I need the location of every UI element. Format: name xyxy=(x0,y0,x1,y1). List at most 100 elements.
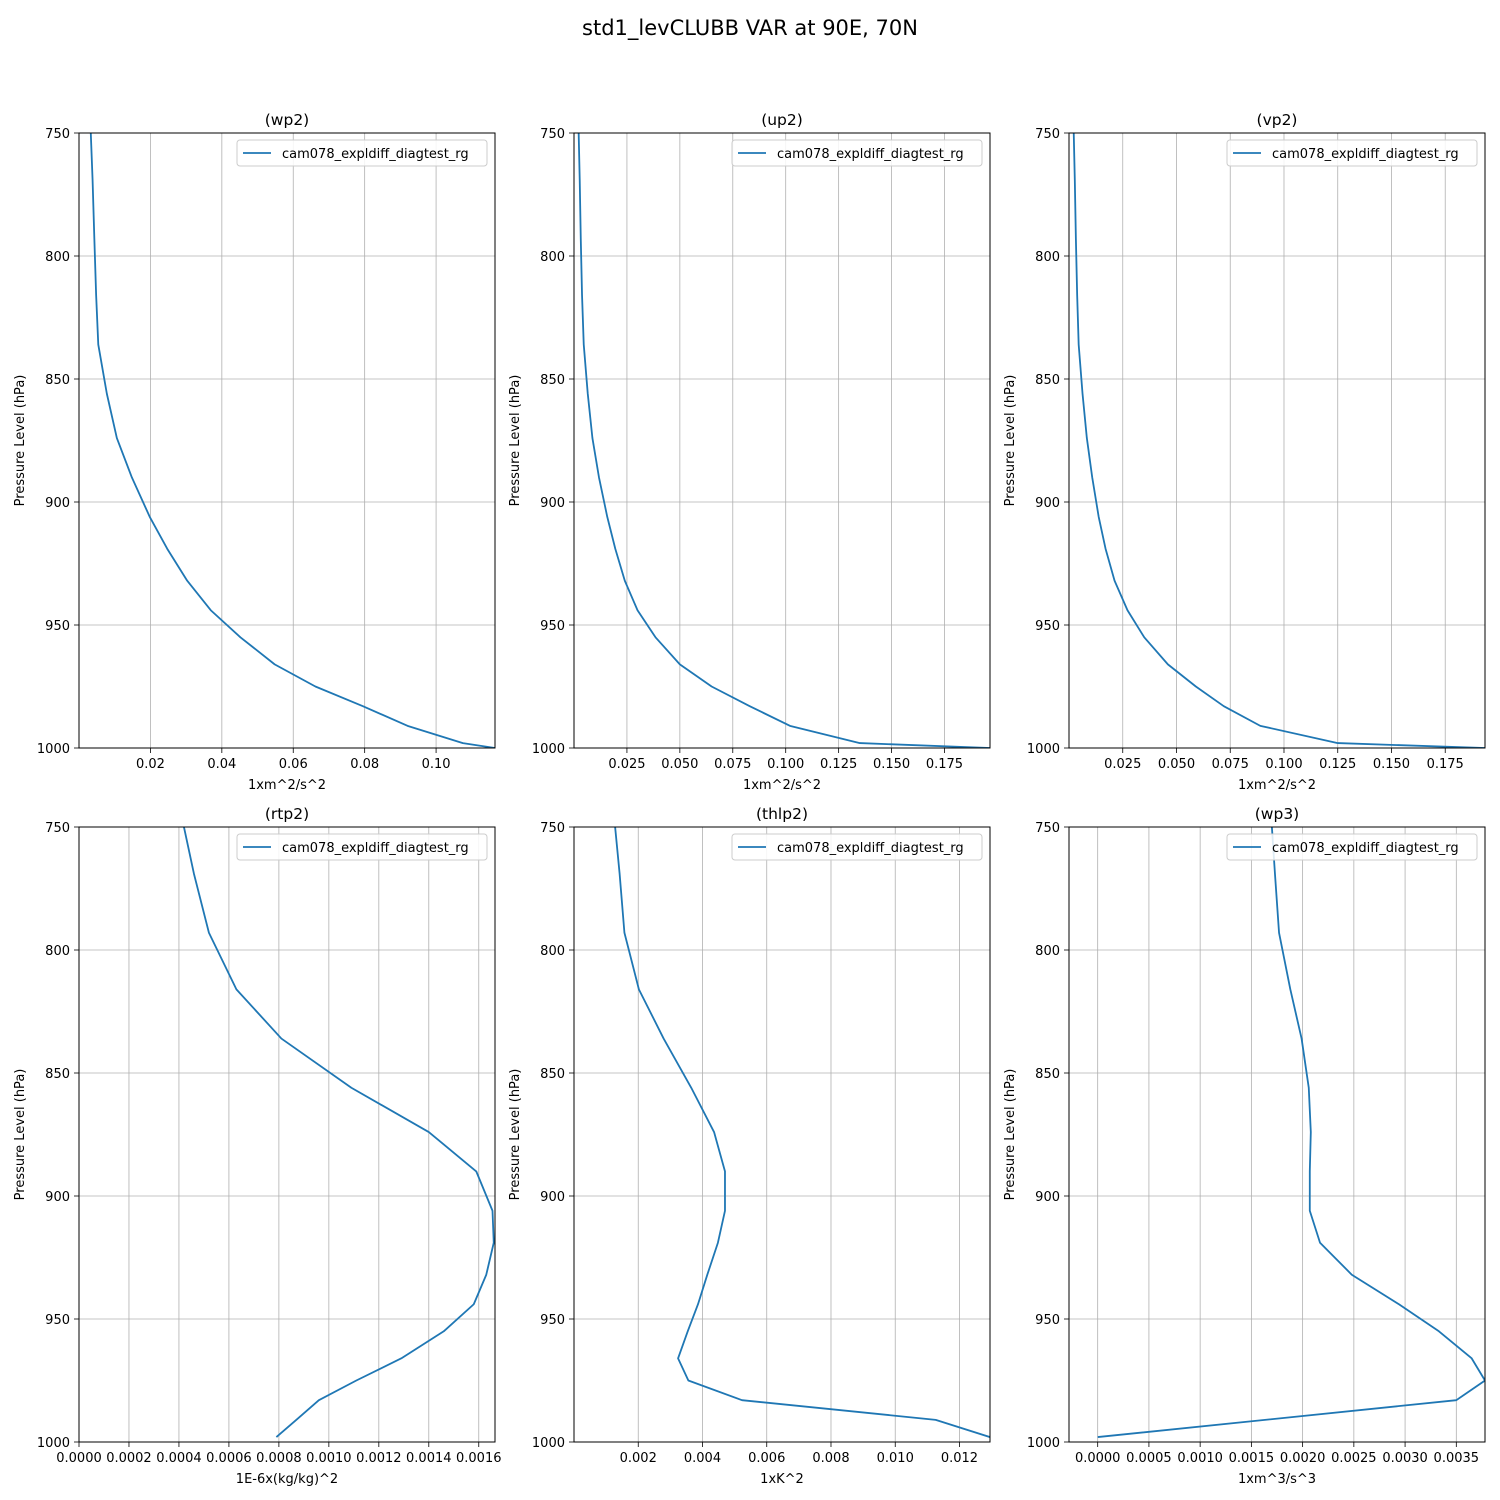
y-tick-label: 950 xyxy=(1035,1313,1060,1328)
x-tick-label: 0.050 xyxy=(1158,757,1195,772)
x-axis-label: 1xm^2/s^2 xyxy=(743,778,821,793)
subplot-title: (up2) xyxy=(761,111,803,129)
x-tick-label: 0.04 xyxy=(207,757,236,772)
y-axis-label: Pressure Level (hPa) xyxy=(508,1069,523,1201)
y-tick-label: 900 xyxy=(540,1190,565,1205)
x-tick-label: 0.0008 xyxy=(256,1451,302,1466)
x-axis-label: 1xm^3/s^3 xyxy=(1238,1472,1316,1487)
y-tick-label: 1000 xyxy=(1027,742,1060,757)
subplot-title: (rtp2) xyxy=(265,805,309,823)
y-tick-label: 950 xyxy=(1035,619,1060,634)
legend: cam078_expldiff_diagtest_rg xyxy=(731,833,983,861)
subplot-1: 0.02 0.04 0.06 0.08 0.10 750 800 850 900 950 1000 (… xyxy=(13,111,496,793)
y-axis-label: Pressure Level (hPa) xyxy=(13,375,28,507)
x-tick-label: 0.125 xyxy=(820,757,857,772)
figure-title: std1_levCLUBB VAR at 90E, 70N xyxy=(582,16,918,40)
x-axis-label: 1xm^2/s^2 xyxy=(1238,778,1316,793)
legend: cam078_expldiff_diagtest_rg xyxy=(236,833,488,861)
y-tick-label: 750 xyxy=(540,127,565,142)
legend-box xyxy=(731,139,983,167)
series-line-1 xyxy=(183,827,495,1438)
y-tick-label: 850 xyxy=(45,373,70,388)
x-tick-label: 0.0000 xyxy=(1075,1451,1121,1466)
x-tick-label: 0.0015 xyxy=(1229,1451,1275,1466)
series-line-1 xyxy=(1072,133,1485,748)
y-tick-label: 850 xyxy=(45,1067,70,1082)
x-tick-label: 0.0016 xyxy=(456,1451,502,1466)
y-tick-label: 800 xyxy=(1035,944,1060,959)
y-tick-label: 950 xyxy=(45,619,70,634)
x-tick-label: 0.0010 xyxy=(1177,1451,1223,1466)
subplot-title: (wp2) xyxy=(265,111,309,129)
axes-frame xyxy=(78,826,496,1443)
y-tick-label: 850 xyxy=(540,1067,565,1082)
y-tick-label: 900 xyxy=(45,1190,70,1205)
y-tick-label: 750 xyxy=(1035,127,1060,142)
y-tick-label: 800 xyxy=(45,944,70,959)
y-tick-label: 800 xyxy=(45,250,70,265)
x-tick-label: 0.0004 xyxy=(156,1451,202,1466)
y-tick-label: 950 xyxy=(540,619,565,634)
legend: cam078_expldiff_diagtest_rg xyxy=(236,139,488,167)
subplot-title: (vp2) xyxy=(1257,111,1298,129)
x-tick-label: 0.010 xyxy=(877,1451,914,1466)
y-tick-label: 800 xyxy=(540,944,565,959)
x-tick-label: 0.100 xyxy=(767,757,804,772)
legend-label: cam078_expldiff_diagtest_rg xyxy=(1272,841,1459,856)
x-tick-label: 0.0035 xyxy=(1434,1451,1480,1466)
legend-label: cam078_expldiff_diagtest_rg xyxy=(777,147,964,162)
legend-box xyxy=(236,833,488,861)
series-line-1 xyxy=(89,133,495,748)
axes-frame xyxy=(1068,132,1486,749)
subplot-4: 0.0000 0.0002 0.0004 0.0006 0.0008 0.0010 0.00… xyxy=(13,805,502,1487)
legend-label: cam078_expldiff_diagtest_rg xyxy=(1272,147,1459,162)
x-tick-label: 0.175 xyxy=(926,757,963,772)
legend-box xyxy=(236,139,488,167)
y-tick-label: 750 xyxy=(45,127,70,142)
x-tick-label: 0.06 xyxy=(279,757,308,772)
legend: cam078_expldiff_diagtest_rg xyxy=(1226,833,1478,861)
x-tick-label: 0.08 xyxy=(350,757,379,772)
x-tick-label: 0.0002 xyxy=(106,1451,152,1466)
subplot-3: 0.025 0.050 0.075 0.100 0.125 0.150 0.175 750 80… xyxy=(1003,111,1486,793)
y-tick-label: 850 xyxy=(1035,1067,1060,1082)
series-line-1 xyxy=(1097,827,1485,1438)
x-tick-label: 0.0012 xyxy=(356,1451,402,1466)
y-tick-label: 900 xyxy=(45,496,70,511)
y-tick-label: 900 xyxy=(1035,1190,1060,1205)
series-line-1 xyxy=(577,133,990,748)
subplot-6: 0.0000 0.0005 0.0010 0.0015 0.0020 0.0025 0.00… xyxy=(1003,805,1486,1487)
y-tick-label: 1000 xyxy=(532,1436,565,1451)
subplot-title: (thlp2) xyxy=(756,805,808,823)
legend-label: cam078_expldiff_diagtest_rg xyxy=(777,841,964,856)
x-tick-label: 0.100 xyxy=(1265,757,1302,772)
axes-frame xyxy=(573,132,991,749)
x-tick-label: 0.012 xyxy=(941,1451,978,1466)
x-axis-label: 1xK^2 xyxy=(760,1472,804,1487)
axes-frame xyxy=(1068,826,1486,1443)
x-tick-label: 0.075 xyxy=(1212,757,1249,772)
x-tick-label: 0.008 xyxy=(812,1451,849,1466)
y-axis-label: Pressure Level (hPa) xyxy=(1003,375,1018,507)
x-tick-label: 0.075 xyxy=(714,757,751,772)
x-tick-label: 0.0020 xyxy=(1280,1451,1326,1466)
legend-box xyxy=(1226,139,1478,167)
subplot-2: 0.025 0.050 0.075 0.100 0.125 0.150 0.175 750 80… xyxy=(508,111,991,793)
y-tick-label: 1000 xyxy=(1027,1436,1060,1451)
x-tick-label: 0.02 xyxy=(136,757,165,772)
legend: cam078_expldiff_diagtest_rg xyxy=(1226,139,1478,167)
x-tick-label: 0.0010 xyxy=(306,1451,352,1466)
x-tick-label: 0.10 xyxy=(422,757,451,772)
x-tick-label: 0.025 xyxy=(1104,757,1141,772)
x-axis-label: 1E-6x(kg/kg)^2 xyxy=(236,1472,338,1487)
y-tick-label: 900 xyxy=(540,496,565,511)
x-tick-label: 0.006 xyxy=(748,1451,785,1466)
x-tick-label: 0.050 xyxy=(661,757,698,772)
y-tick-label: 850 xyxy=(1035,373,1060,388)
y-tick-label: 1000 xyxy=(37,742,70,757)
x-tick-label: 0.0005 xyxy=(1126,1451,1172,1466)
x-tick-label: 0.150 xyxy=(1373,757,1410,772)
y-axis-label: Pressure Level (hPa) xyxy=(13,1069,28,1201)
y-axis-label: Pressure Level (hPa) xyxy=(1003,1069,1018,1201)
x-tick-label: 0.150 xyxy=(873,757,910,772)
